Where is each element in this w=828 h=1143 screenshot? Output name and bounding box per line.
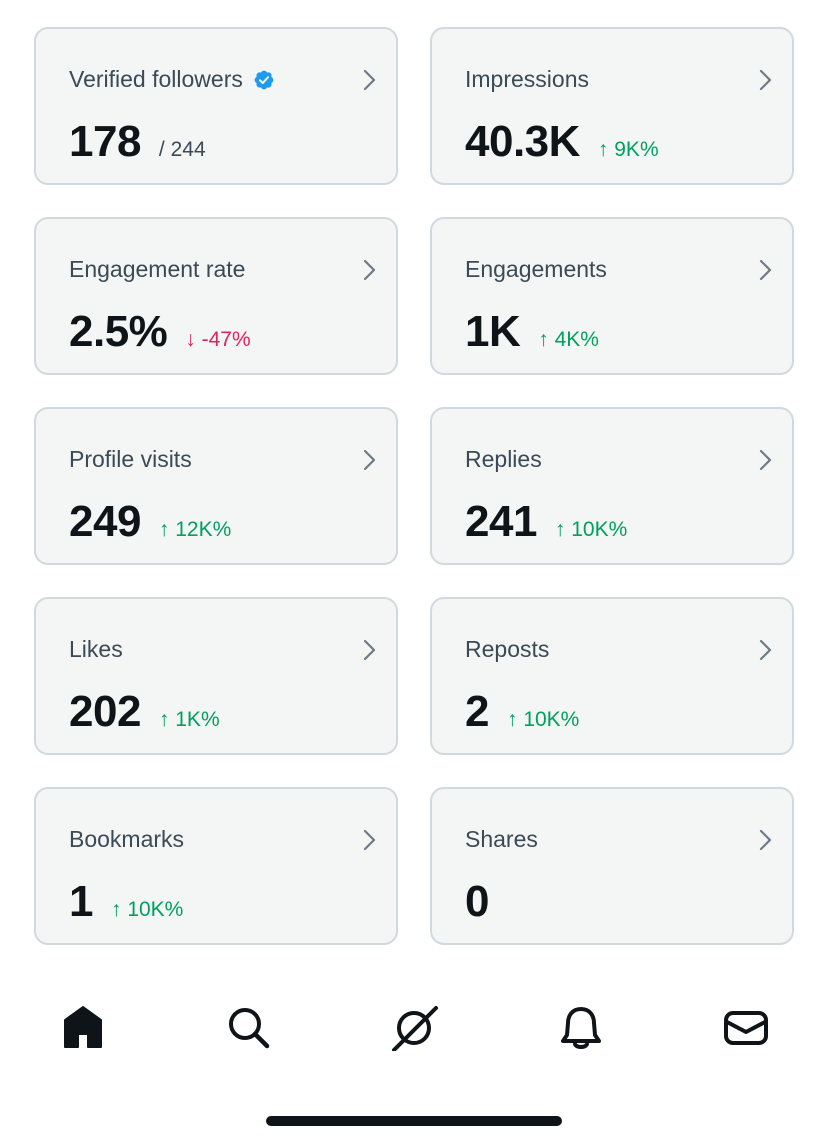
verified-badge-icon [254,70,274,89]
bottom-nav [0,995,828,1059]
card-value: 1 [69,877,93,926]
card-replies[interactable]: Replies 241 ↑ 10K% [430,407,794,565]
card-label: Likes [69,636,123,662]
card-value-row: 249 ↑ 12K% [69,497,231,547]
card-label-wrap: Verified followers [69,66,275,93]
card-label-wrap: Engagement rate [69,256,245,283]
card-delta: ↑ 12K% [158,518,232,541]
card-value: 249 [69,497,141,546]
card-value-row: 178 / 244 [69,117,206,167]
card-value: 178 [69,117,141,166]
card-value-row: 2.5% ↓ -47% [69,307,251,357]
card-delta: ↑ 1K% [158,708,220,731]
card-value-row: 241 ↑ 10K% [465,497,627,547]
card-profile-visits[interactable]: Profile visits 249 ↑ 12K% [34,407,398,565]
card-label-wrap: Profile visits [69,446,192,473]
card-verified-followers[interactable]: Verified followers 178 / 244 [34,27,398,185]
card-sub-value: / 244 [158,138,206,161]
card-label: Shares [465,826,538,852]
card-value: 40.3K [465,117,580,166]
card-value-row: 0 [465,877,489,927]
card-label-wrap: Likes [69,636,123,663]
card-label: Impressions [465,66,589,92]
chevron-right-icon [759,259,772,281]
card-delta: ↓ -47% [185,328,251,351]
card-delta: ↑ 9K% [597,138,659,161]
card-value: 2.5% [69,307,168,356]
card-delta: ↑ 10K% [110,898,184,921]
card-label-wrap: Bookmarks [69,826,184,853]
card-value-row: 202 ↑ 1K% [69,687,220,737]
card-label: Profile visits [69,446,192,472]
chevron-right-icon [759,449,772,471]
card-value: 1K [465,307,521,356]
card-delta: ↑ 4K% [538,328,599,351]
chevron-right-icon [363,449,376,471]
home-indicator[interactable] [266,1116,562,1126]
card-label-wrap: Shares [465,826,538,853]
card-label-wrap: Reposts [465,636,549,663]
card-value-row: 1 ↑ 10K% [69,877,183,927]
card-delta: ↑ 10K% [506,708,580,731]
chevron-right-icon [363,639,376,661]
card-impressions[interactable]: Impressions 40.3K ↑ 9K% [430,27,794,185]
card-likes[interactable]: Likes 202 ↑ 1K% [34,597,398,755]
card-value-row: 40.3K ↑ 9K% [465,117,659,167]
card-engagement-rate[interactable]: Engagement rate 2.5% ↓ -47% [34,217,398,375]
card-value: 2 [465,687,489,736]
card-shares[interactable]: Shares 0 [430,787,794,945]
chevron-right-icon [759,69,772,91]
card-label: Reposts [465,636,550,662]
card-label-wrap: Replies [465,446,542,473]
card-label: Engagements [465,256,607,282]
home-icon[interactable] [59,1003,107,1051]
grok-icon[interactable] [390,1003,438,1051]
card-label-wrap: Impressions [465,66,589,93]
chevron-right-icon [759,829,772,851]
card-label: Bookmarks [69,826,185,852]
card-bookmarks[interactable]: Bookmarks 1 ↑ 10K% [34,787,398,945]
metrics-grid: Verified followers 178 / 244 Impressions… [34,27,794,945]
card-value-row: 1K ↑ 4K% [465,307,599,357]
messages-envelope-icon[interactable] [722,1003,770,1051]
card-label-wrap: Engagements [465,256,607,283]
card-value-row: 2 ↑ 10K% [465,687,579,737]
card-label: Replies [465,446,542,472]
card-value: 0 [465,877,489,926]
chevron-right-icon [363,829,376,851]
card-delta: ↑ 10K% [554,518,628,541]
chevron-right-icon [363,259,376,281]
search-icon[interactable] [224,1003,272,1051]
chevron-right-icon [759,639,772,661]
card-reposts[interactable]: Reposts 2 ↑ 10K% [430,597,794,755]
card-label: Engagement rate [69,256,246,282]
card-value: 202 [69,687,141,736]
card-value: 241 [465,497,537,546]
chevron-right-icon [363,69,376,91]
notifications-bell-icon[interactable] [557,1003,605,1051]
card-engagements[interactable]: Engagements 1K ↑ 4K% [430,217,794,375]
card-label: Verified followers [69,66,243,92]
